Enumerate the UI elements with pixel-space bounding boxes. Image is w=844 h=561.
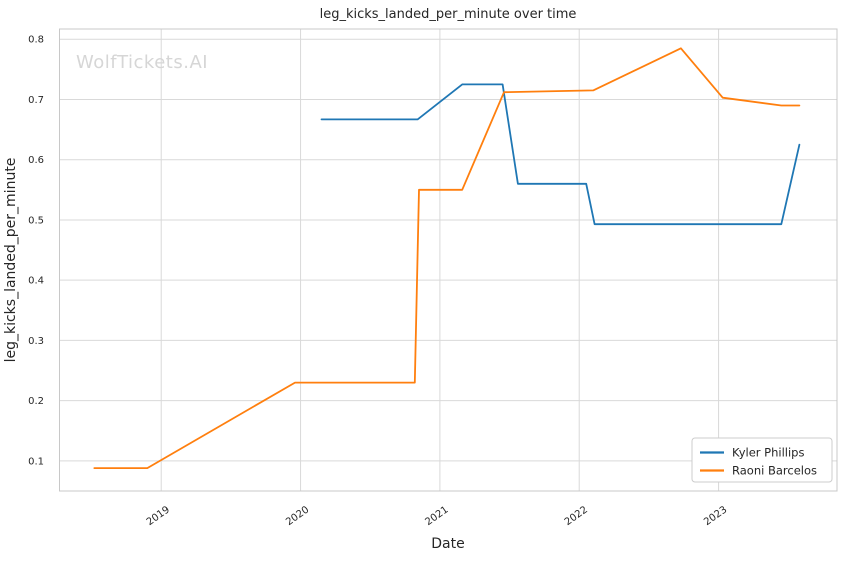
x-tick-labels: 2019 2020 2021 2022 2023 bbox=[145, 504, 730, 528]
legend-label-kyler-phillips: Kyler Phillips bbox=[732, 446, 804, 460]
x-tick-2021: 2021 bbox=[423, 504, 450, 528]
series-line-raoni-barcelos bbox=[93, 47, 801, 470]
y-tick-0.5: 0.5 bbox=[28, 215, 44, 226]
y-tick-0.7: 0.7 bbox=[28, 95, 44, 106]
y-tick-0.2: 0.2 bbox=[28, 396, 44, 407]
plot-border bbox=[59, 28, 838, 492]
x-tick-2019: 2019 bbox=[145, 504, 172, 528]
y-tick-0.1: 0.1 bbox=[28, 456, 44, 467]
x-tick-2022: 2022 bbox=[563, 504, 590, 528]
series-lines bbox=[93, 47, 801, 470]
gridlines bbox=[59, 29, 837, 491]
legend-box bbox=[691, 437, 833, 483]
x-axis-label: Date bbox=[431, 536, 464, 552]
y-tick-0.3: 0.3 bbox=[28, 336, 44, 347]
watermark: WolfTickets.AI bbox=[76, 52, 208, 73]
legend-label-raoni-barcelos: Raoni Barcelos bbox=[732, 464, 817, 478]
legend: Kyler Phillips Raoni Barcelos bbox=[691, 437, 833, 483]
x-tick-2020: 2020 bbox=[284, 504, 311, 528]
series-line-kyler-phillips bbox=[320, 83, 801, 226]
y-tick-labels: 0.1 0.2 0.3 0.4 0.5 0.6 0.7 0.8 bbox=[28, 35, 44, 468]
y-tick-0.8: 0.8 bbox=[28, 35, 44, 46]
x-tick-2023: 2023 bbox=[702, 504, 729, 528]
y-axis-label: leg_kicks_landed_per_minute bbox=[3, 158, 19, 363]
chart-title: leg_kicks_landed_per_minute over time bbox=[320, 7, 577, 22]
y-tick-0.6: 0.6 bbox=[28, 155, 44, 166]
y-tick-0.4: 0.4 bbox=[28, 276, 44, 287]
